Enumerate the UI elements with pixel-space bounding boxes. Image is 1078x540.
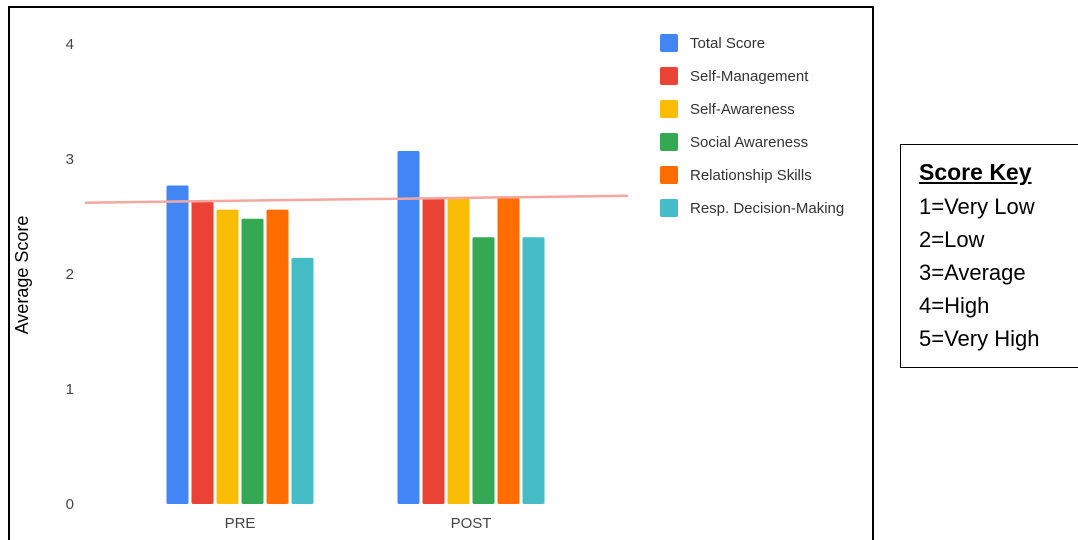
score-key-item: 2=Low (919, 227, 985, 252)
bar (422, 198, 445, 504)
y-tick-label: 3 (66, 151, 74, 168)
bar (291, 257, 314, 504)
legend-swatch (660, 166, 678, 184)
legend-label: Social Awareness (690, 134, 808, 151)
score-key-item: 3=Average (919, 260, 1026, 285)
score-key-item: 5=Very High (919, 326, 1040, 351)
legend: Total Score Self-Management Self-Awareness… (660, 34, 844, 217)
legend-swatch (660, 100, 678, 118)
chart-frame (8, 6, 874, 540)
bar (472, 237, 495, 504)
legend-swatch (660, 199, 678, 217)
trendline (84, 194, 629, 204)
y-tick-label: 1 (66, 381, 74, 398)
score-key-title: Score Key (919, 159, 1032, 185)
score-key-item: 4=High (919, 293, 990, 318)
bar (241, 218, 264, 505)
legend-label: Total Score (690, 35, 765, 52)
bars (166, 150, 545, 505)
bar (191, 201, 214, 505)
legend-swatch (660, 133, 678, 151)
x-tick-label: POST (451, 515, 492, 532)
legend-label: Relationship Skills (690, 167, 812, 184)
y-tick-label: 2 (66, 266, 74, 283)
bar (266, 209, 289, 504)
bar (166, 185, 189, 504)
score-key-item: 1=Very Low (919, 194, 1035, 219)
x-tick-label: PRE (225, 515, 256, 532)
legend-label: Self-Awareness (690, 101, 795, 118)
bar (397, 150, 420, 504)
legend-label: Resp. Decision-Making (690, 200, 844, 217)
bar (497, 198, 520, 504)
y-tick-label: 0 (66, 496, 74, 513)
legend-swatch (660, 34, 678, 52)
y-axis-label: Average Score (12, 216, 32, 335)
score-key: Score Key 1=Very Low 2=Low 3=Average 4=H… (900, 144, 1078, 368)
y-axis-ticks: 0 1 2 3 4 (66, 36, 74, 513)
bar (216, 209, 239, 504)
legend-swatch (660, 67, 678, 85)
y-tick-label: 4 (66, 36, 74, 53)
bar-chart: 0 1 2 3 4 PRE POST Total Score Self-Management… (12, 34, 844, 532)
trendline-group (84, 194, 629, 204)
bar (522, 237, 545, 504)
legend-label: Self-Management (690, 68, 809, 85)
bar (447, 198, 470, 504)
x-axis-ticks: PRE POST (225, 515, 492, 532)
